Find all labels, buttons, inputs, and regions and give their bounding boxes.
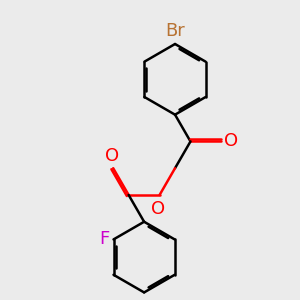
Text: O: O xyxy=(224,132,239,150)
Text: F: F xyxy=(99,230,109,248)
Text: O: O xyxy=(151,200,165,218)
Text: Br: Br xyxy=(165,22,185,40)
Text: O: O xyxy=(105,147,119,165)
